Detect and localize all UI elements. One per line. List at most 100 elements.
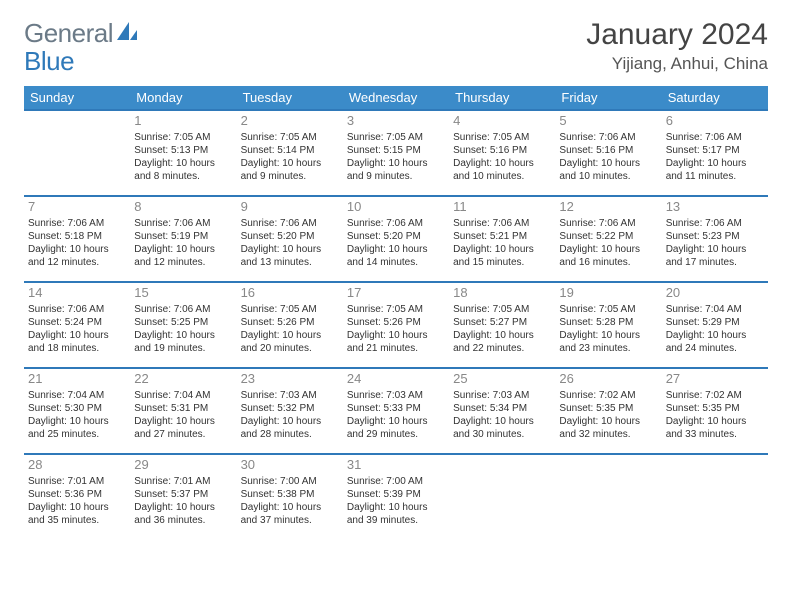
day-details: Sunrise: 7:05 AMSunset: 5:27 PMDaylight:… xyxy=(453,303,551,355)
day-details: Sunrise: 7:06 AMSunset: 5:20 PMDaylight:… xyxy=(347,217,445,269)
calendar-cell: 29Sunrise: 7:01 AMSunset: 5:37 PMDayligh… xyxy=(130,454,236,540)
day-number: 19 xyxy=(559,285,657,302)
day-number: 2 xyxy=(241,113,339,130)
day-number: 31 xyxy=(347,457,445,474)
logo-blue-wrap: Blue xyxy=(24,46,74,77)
calendar-cell: 3Sunrise: 7:05 AMSunset: 5:15 PMDaylight… xyxy=(343,110,449,196)
calendar-cell: 11Sunrise: 7:06 AMSunset: 5:21 PMDayligh… xyxy=(449,196,555,282)
day-details: Sunrise: 7:00 AMSunset: 5:38 PMDaylight:… xyxy=(241,475,339,527)
calendar-table: SundayMondayTuesdayWednesdayThursdayFrid… xyxy=(24,86,768,540)
logo-text-general: General xyxy=(24,18,113,49)
day-details: Sunrise: 7:06 AMSunset: 5:21 PMDaylight:… xyxy=(453,217,551,269)
weekday-header: Wednesday xyxy=(343,86,449,110)
day-number: 20 xyxy=(666,285,764,302)
sail-icon xyxy=(115,20,139,47)
calendar-week-row: 7Sunrise: 7:06 AMSunset: 5:18 PMDaylight… xyxy=(24,196,768,282)
logo: General xyxy=(24,18,141,49)
day-number: 22 xyxy=(134,371,232,388)
day-details: Sunrise: 7:02 AMSunset: 5:35 PMDaylight:… xyxy=(666,389,764,441)
day-number: 10 xyxy=(347,199,445,216)
day-details: Sunrise: 7:04 AMSunset: 5:30 PMDaylight:… xyxy=(28,389,126,441)
day-number: 6 xyxy=(666,113,764,130)
calendar-cell: 19Sunrise: 7:05 AMSunset: 5:28 PMDayligh… xyxy=(555,282,661,368)
day-details: Sunrise: 7:06 AMSunset: 5:23 PMDaylight:… xyxy=(666,217,764,269)
calendar-cell xyxy=(24,110,130,196)
day-number: 24 xyxy=(347,371,445,388)
weekday-header: Tuesday xyxy=(237,86,343,110)
day-details: Sunrise: 7:04 AMSunset: 5:31 PMDaylight:… xyxy=(134,389,232,441)
day-number: 23 xyxy=(241,371,339,388)
weekday-header: Thursday xyxy=(449,86,555,110)
day-details: Sunrise: 7:01 AMSunset: 5:37 PMDaylight:… xyxy=(134,475,232,527)
day-details: Sunrise: 7:00 AMSunset: 5:39 PMDaylight:… xyxy=(347,475,445,527)
day-number: 30 xyxy=(241,457,339,474)
day-details: Sunrise: 7:02 AMSunset: 5:35 PMDaylight:… xyxy=(559,389,657,441)
calendar-cell: 12Sunrise: 7:06 AMSunset: 5:22 PMDayligh… xyxy=(555,196,661,282)
weekday-header: Sunday xyxy=(24,86,130,110)
calendar-week-row: 1Sunrise: 7:05 AMSunset: 5:13 PMDaylight… xyxy=(24,110,768,196)
calendar-cell: 27Sunrise: 7:02 AMSunset: 5:35 PMDayligh… xyxy=(662,368,768,454)
day-details: Sunrise: 7:06 AMSunset: 5:22 PMDaylight:… xyxy=(559,217,657,269)
logo-text-blue: Blue xyxy=(24,46,74,76)
weekday-header: Saturday xyxy=(662,86,768,110)
day-number: 25 xyxy=(453,371,551,388)
day-number: 17 xyxy=(347,285,445,302)
day-number: 21 xyxy=(28,371,126,388)
day-number: 4 xyxy=(453,113,551,130)
day-number: 13 xyxy=(666,199,764,216)
calendar-week-row: 21Sunrise: 7:04 AMSunset: 5:30 PMDayligh… xyxy=(24,368,768,454)
header: General January 2024 Yijiang, Anhui, Chi… xyxy=(24,18,768,74)
day-details: Sunrise: 7:03 AMSunset: 5:32 PMDaylight:… xyxy=(241,389,339,441)
calendar-cell: 21Sunrise: 7:04 AMSunset: 5:30 PMDayligh… xyxy=(24,368,130,454)
day-details: Sunrise: 7:05 AMSunset: 5:28 PMDaylight:… xyxy=(559,303,657,355)
day-details: Sunrise: 7:06 AMSunset: 5:20 PMDaylight:… xyxy=(241,217,339,269)
calendar-cell: 16Sunrise: 7:05 AMSunset: 5:26 PMDayligh… xyxy=(237,282,343,368)
day-details: Sunrise: 7:05 AMSunset: 5:26 PMDaylight:… xyxy=(241,303,339,355)
calendar-head: SundayMondayTuesdayWednesdayThursdayFrid… xyxy=(24,86,768,110)
calendar-cell: 4Sunrise: 7:05 AMSunset: 5:16 PMDaylight… xyxy=(449,110,555,196)
weekday-header: Monday xyxy=(130,86,236,110)
day-number: 3 xyxy=(347,113,445,130)
calendar-cell: 5Sunrise: 7:06 AMSunset: 5:16 PMDaylight… xyxy=(555,110,661,196)
calendar-cell: 30Sunrise: 7:00 AMSunset: 5:38 PMDayligh… xyxy=(237,454,343,540)
calendar-cell: 17Sunrise: 7:05 AMSunset: 5:26 PMDayligh… xyxy=(343,282,449,368)
calendar-cell: 18Sunrise: 7:05 AMSunset: 5:27 PMDayligh… xyxy=(449,282,555,368)
day-details: Sunrise: 7:05 AMSunset: 5:16 PMDaylight:… xyxy=(453,131,551,183)
calendar-cell: 13Sunrise: 7:06 AMSunset: 5:23 PMDayligh… xyxy=(662,196,768,282)
calendar-cell: 28Sunrise: 7:01 AMSunset: 5:36 PMDayligh… xyxy=(24,454,130,540)
day-number: 16 xyxy=(241,285,339,302)
day-details: Sunrise: 7:05 AMSunset: 5:15 PMDaylight:… xyxy=(347,131,445,183)
day-number: 7 xyxy=(28,199,126,216)
calendar-cell: 6Sunrise: 7:06 AMSunset: 5:17 PMDaylight… xyxy=(662,110,768,196)
calendar-cell: 25Sunrise: 7:03 AMSunset: 5:34 PMDayligh… xyxy=(449,368,555,454)
calendar-cell: 26Sunrise: 7:02 AMSunset: 5:35 PMDayligh… xyxy=(555,368,661,454)
day-details: Sunrise: 7:06 AMSunset: 5:18 PMDaylight:… xyxy=(28,217,126,269)
calendar-cell xyxy=(449,454,555,540)
calendar-cell: 7Sunrise: 7:06 AMSunset: 5:18 PMDaylight… xyxy=(24,196,130,282)
day-number: 9 xyxy=(241,199,339,216)
day-number: 8 xyxy=(134,199,232,216)
day-details: Sunrise: 7:04 AMSunset: 5:29 PMDaylight:… xyxy=(666,303,764,355)
day-number: 11 xyxy=(453,199,551,216)
day-number: 27 xyxy=(666,371,764,388)
calendar-cell: 8Sunrise: 7:06 AMSunset: 5:19 PMDaylight… xyxy=(130,196,236,282)
day-details: Sunrise: 7:03 AMSunset: 5:33 PMDaylight:… xyxy=(347,389,445,441)
day-details: Sunrise: 7:06 AMSunset: 5:24 PMDaylight:… xyxy=(28,303,126,355)
calendar-cell xyxy=(662,454,768,540)
calendar-cell: 24Sunrise: 7:03 AMSunset: 5:33 PMDayligh… xyxy=(343,368,449,454)
day-details: Sunrise: 7:05 AMSunset: 5:14 PMDaylight:… xyxy=(241,131,339,183)
calendar-cell: 22Sunrise: 7:04 AMSunset: 5:31 PMDayligh… xyxy=(130,368,236,454)
day-details: Sunrise: 7:01 AMSunset: 5:36 PMDaylight:… xyxy=(28,475,126,527)
day-number: 26 xyxy=(559,371,657,388)
calendar-cell: 23Sunrise: 7:03 AMSunset: 5:32 PMDayligh… xyxy=(237,368,343,454)
day-number: 12 xyxy=(559,199,657,216)
calendar-cell: 31Sunrise: 7:00 AMSunset: 5:39 PMDayligh… xyxy=(343,454,449,540)
day-number: 18 xyxy=(453,285,551,302)
day-details: Sunrise: 7:06 AMSunset: 5:16 PMDaylight:… xyxy=(559,131,657,183)
weekday-row: SundayMondayTuesdayWednesdayThursdayFrid… xyxy=(24,86,768,110)
day-details: Sunrise: 7:06 AMSunset: 5:25 PMDaylight:… xyxy=(134,303,232,355)
day-details: Sunrise: 7:06 AMSunset: 5:17 PMDaylight:… xyxy=(666,131,764,183)
month-title: January 2024 xyxy=(586,18,768,52)
day-details: Sunrise: 7:03 AMSunset: 5:34 PMDaylight:… xyxy=(453,389,551,441)
calendar-cell: 2Sunrise: 7:05 AMSunset: 5:14 PMDaylight… xyxy=(237,110,343,196)
